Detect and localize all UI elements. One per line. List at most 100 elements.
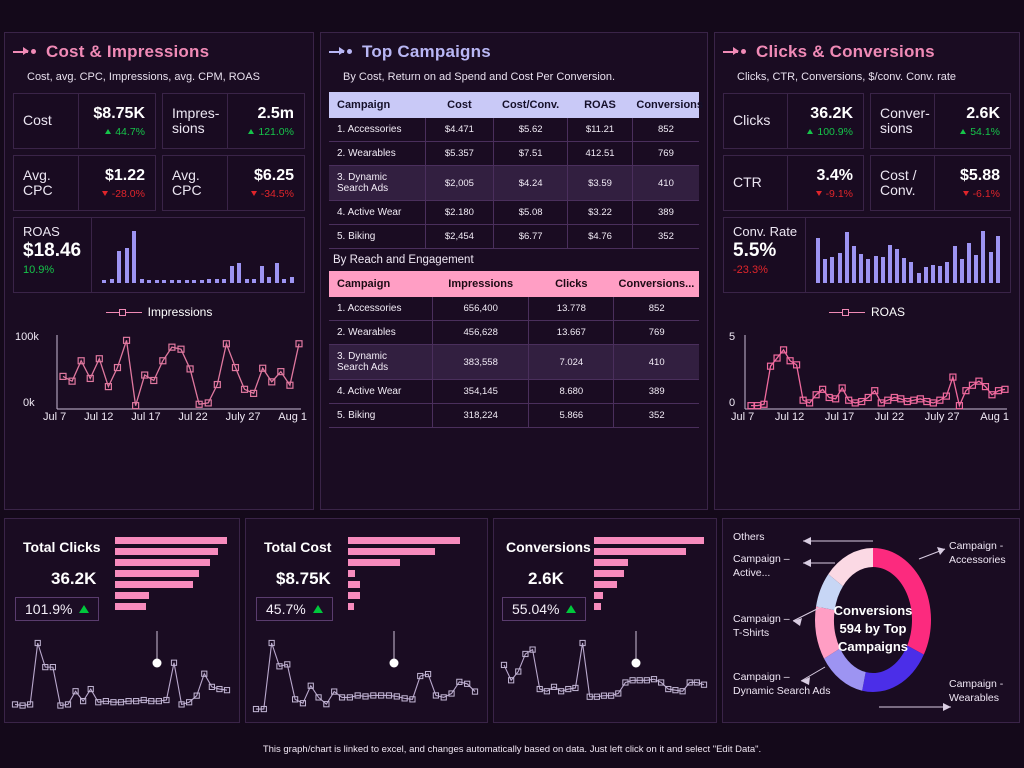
delta-up-icon	[960, 129, 967, 134]
kpi-value: $8.75K	[93, 104, 145, 122]
y-tick-bottom: 0k	[23, 397, 35, 409]
kpi-label: Avg. CPC	[14, 156, 79, 210]
hbar	[348, 537, 460, 544]
hbar	[594, 537, 704, 544]
bp-badge-total-cost[interactable]: 45.7%	[256, 597, 333, 621]
kpi-value: $18.46	[23, 240, 82, 261]
chart-legend-roas: ROAS	[723, 305, 1011, 319]
kpi-card-conv-rate[interactable]: Conv. Rate 5.5% -23.3%	[723, 217, 1011, 293]
col-clicks[interactable]: Clicks	[528, 271, 614, 297]
roas-bar-sparkline	[92, 218, 304, 292]
bp-title: Total Cost	[264, 539, 332, 555]
panel-title-text: Clicks & Conversions	[756, 42, 935, 61]
donut-center-text: Conversions 594 by Top Campaigns	[834, 603, 913, 654]
table-row[interactable]: 1. Accessories 656,400 13.778 852	[329, 297, 699, 321]
kpi-card-impressions[interactable]: Impres- sions 2.5m 121.0%	[162, 93, 305, 149]
bp-badge-total-clicks[interactable]: 101.9%	[15, 597, 100, 621]
kpi-row-2: CTR 3.4% -9.1% Cost / Conv. $5.88 -6.1%	[723, 155, 1011, 211]
kpi-delta: 44.7%	[105, 126, 145, 138]
panel-total-cost: Total Cost $8.75K 45.7%	[245, 518, 488, 723]
impressions-line-chart	[56, 335, 303, 410]
kpi-value: 3.4%	[816, 166, 853, 184]
legend-marker-icon	[841, 308, 849, 316]
hbar	[594, 559, 629, 566]
donut-label-dynamic-search-ads: Campaign – Dynamic Search Ads	[733, 671, 831, 697]
table-row[interactable]: 2. Wearables 456,628 13.667 769	[329, 320, 699, 345]
hbar	[348, 592, 361, 599]
panel-top-campaigns: Top Campaigns By Cost, Return on ad Spen…	[320, 32, 708, 510]
svg-text:594 by Top: 594 by Top	[840, 621, 907, 636]
table-row[interactable]: 4. Active Wear 354,145 8.680 389	[329, 379, 699, 404]
hbar	[594, 581, 618, 588]
panel-conversions: Conversions 2.6K 55.04%	[493, 518, 717, 723]
roas-x-axis: Jul 7 Jul 12 Jul 17 Jul 22 July 27 Aug 1	[731, 411, 1009, 423]
col-conversions[interactable]: Conversions...	[613, 271, 699, 297]
kpi-card-conversions[interactable]: Conver- sions 2.6K 54.1%	[870, 93, 1011, 149]
table-header-row: Campaign Impressions Clicks Conversions.…	[329, 271, 699, 297]
panel-title-text: Cost & Impressions	[46, 42, 210, 61]
donut-label-tshirts: Campaign – T-Shirts	[733, 613, 790, 639]
kpi-card-cost-per-conv[interactable]: Cost / Conv. $5.88 -6.1%	[870, 155, 1011, 211]
hbar	[115, 537, 227, 544]
legend-line-icon	[828, 308, 865, 316]
kpi-card-avg-cpc[interactable]: Avg. CPC $1.22 -28.0%	[13, 155, 156, 211]
bp-value: 2.6K	[528, 569, 564, 588]
kpi-card-clicks[interactable]: Clicks 36.2K 100.9%	[723, 93, 864, 149]
arrow-dot-icon	[13, 47, 39, 57]
impressions-chart-container: Impressions 100k 0k Jul 7 Jul 12 Jul 17 …	[5, 293, 313, 429]
y-tick-top: 5	[729, 331, 736, 343]
col-roas[interactable]: ROAS	[567, 92, 633, 118]
col-conversions[interactable]: Conversions	[632, 92, 703, 118]
col-cost[interactable]: Cost	[425, 92, 494, 118]
table-row[interactable]: 3. Dynamic Search Ads $2,005 $4.24 $3.59…	[329, 165, 699, 201]
kpi-row-1: Clicks 36.2K 100.9% Conver- sions 2.6K 5…	[723, 93, 1011, 149]
kpi-row-1: Cost $8.75K 44.7% Impres- sions 2.5m 121…	[13, 93, 305, 149]
table-row[interactable]: 2. Wearables $5.357 $7.51 412.51 769	[329, 141, 699, 166]
svg-text:Conversions: Conversions	[834, 603, 913, 618]
kpi-card-roas[interactable]: ROAS $18.46 10.9%	[13, 217, 305, 293]
col-cost-conv[interactable]: Cost/Conv.	[493, 92, 568, 118]
hbar	[348, 603, 354, 610]
kpi-value: 36.2K	[810, 104, 853, 122]
spark-total-clicks	[11, 631, 231, 709]
hbar	[115, 570, 199, 577]
table-row[interactable]: 5. Biking $2,454 $6.77 $4.76 352	[329, 224, 699, 249]
kpi-card-avg-cpm[interactable]: Avg. CPC $6.25 -34.5%	[162, 155, 305, 211]
bp-badge-pct: 101.9%	[25, 601, 73, 617]
col-impressions[interactable]: Impressions	[432, 271, 529, 297]
section-label-reach-engagement: By Reach and Engagement	[333, 254, 474, 266]
hbar	[594, 570, 624, 577]
table-row[interactable]: 5. Biking 318,224 5.866 352	[329, 403, 699, 428]
hbar	[594, 548, 687, 555]
footer-note: This graph/chart is linked to excel, and…	[262, 744, 762, 755]
arrow-up-icon	[79, 605, 90, 613]
panel-clicks-conversions: Clicks & Conversions Clicks, CTR, Conver…	[714, 32, 1020, 510]
kpi-card-ctr[interactable]: CTR 3.4% -9.1%	[723, 155, 864, 211]
delta-down-icon	[101, 191, 108, 196]
col-campaign[interactable]: Campaign	[329, 271, 433, 297]
delta-down-icon	[250, 191, 257, 196]
table-row[interactable]: 4. Active Wear $2.180 $5.08 $3.22 389	[329, 200, 699, 225]
kpi-value: 5.5%	[733, 240, 777, 261]
panel-subtitle-clicks-conversions: Clicks, CTR, Conversions, $/conv. Conv. …	[737, 71, 957, 83]
table-top-campaigns-by-reach: Campaign Impressions Clicks Conversions.…	[329, 271, 699, 428]
arrow-dot-icon	[329, 47, 355, 57]
col-campaign[interactable]: Campaign	[329, 92, 426, 118]
kpi-label: ROAS	[23, 224, 60, 239]
bp-badge-conversions[interactable]: 55.04%	[502, 597, 587, 621]
chart-legend-impressions: Impressions	[13, 305, 305, 319]
kpi-card-cost[interactable]: Cost $8.75K 44.7%	[13, 93, 156, 149]
panel-title-clicks-conversions: Clicks & Conversions	[715, 33, 1019, 62]
impressions-x-axis: Jul 7 Jul 12 Jul 17 Jul 22 July 27 Aug 1	[43, 411, 307, 423]
kpi-label: Cost / Conv.	[871, 156, 935, 210]
table-row[interactable]: 3. Dynamic Search Ads 383,558 7.024 410	[329, 344, 699, 380]
hbar	[115, 581, 194, 588]
delta-up-icon	[807, 129, 814, 134]
donut-label-others: Others	[733, 531, 765, 543]
kpi-label: Impres- sions	[163, 94, 228, 148]
hbar	[115, 559, 211, 566]
legend-marker-icon	[118, 308, 126, 316]
arrow-up-icon	[312, 605, 323, 613]
table-row[interactable]: 1. Accessories $4.471 $5.62 $11.21 852	[329, 118, 699, 142]
